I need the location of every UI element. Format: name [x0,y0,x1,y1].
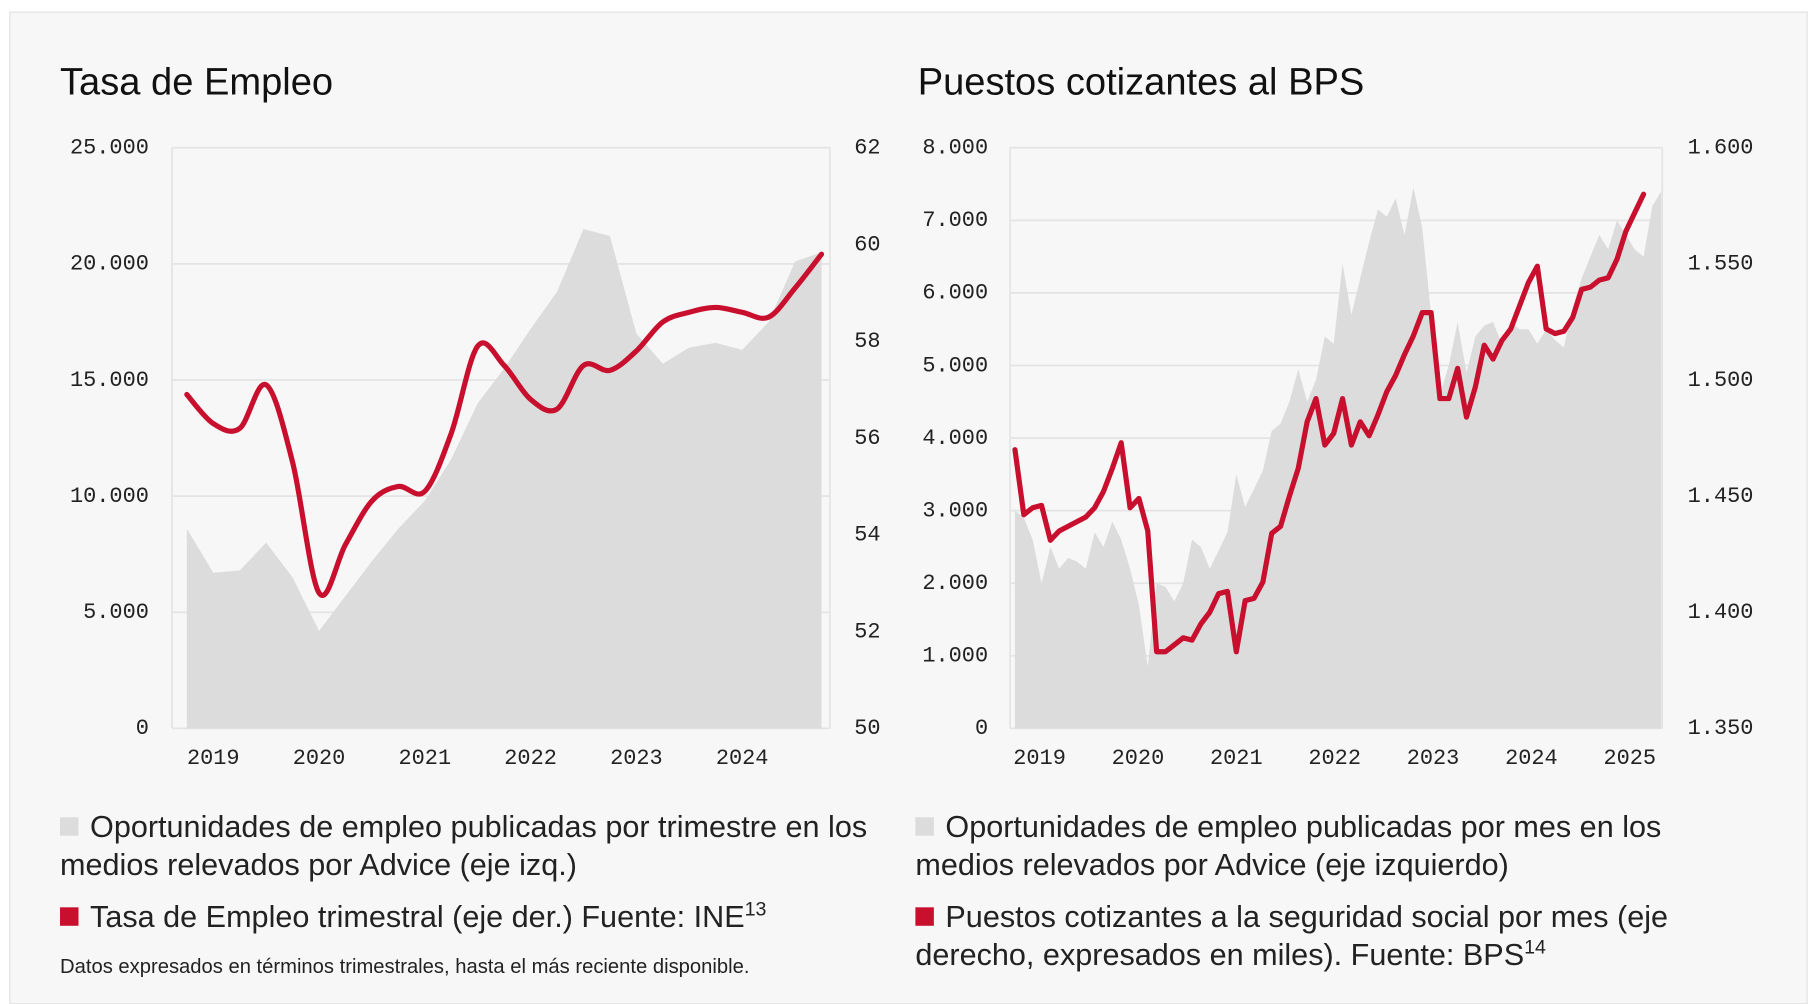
y-tick-label: 0 [136,716,149,741]
legend-item: Tasa de Empleo trimestral (eje der.) Fue… [60,898,868,936]
footnote-ref: 13 [744,898,767,921]
legend-item: Oportunidades de empleo publicadas por t… [60,808,868,884]
y2-tick-label: 1.550 [1688,252,1754,277]
chart-title: Puestos cotizantes al BPS [918,62,1365,104]
y-tick-label: 15.000 [70,368,149,393]
x-tick-label: 2024 [1505,746,1558,771]
legend-swatch [915,817,934,836]
x-tick-label: 2020 [1112,746,1165,771]
y2-tick-label: 1.600 [1688,136,1754,161]
footnote-ref: 14 [1524,936,1546,959]
y2-tick-label: 56 [854,426,880,451]
legend-item: Oportunidades de empleo publicadas por m… [915,808,1691,884]
x-tick-label: 2022 [1308,746,1361,771]
y-tick-label: 5.000 [922,353,988,378]
y-tick-label: 8.000 [922,136,988,161]
x-tick-label: 2019 [1013,746,1066,771]
line [1012,191,1647,655]
y-tick-label: 2.000 [922,571,988,596]
y2-tick-label: 58 [854,329,880,354]
y2-tick-label: 1.500 [1688,368,1754,393]
x-tick-label: 2021 [1210,746,1263,771]
legend-label: Puestos cotizantes a la seguridad social… [915,899,1669,972]
x-tick-label: 2023 [610,746,663,771]
y-tick-label: 0 [975,716,988,741]
y-tick-label: 25.000 [70,136,149,161]
y-tick-label: 5.000 [83,600,149,625]
y-tick-label: 3.000 [922,498,988,523]
legend-label: Tasa de Empleo trimestral (eje der.) Fue… [90,899,745,934]
y-tick-label: 1.000 [922,644,988,669]
legend-swatch [60,907,79,926]
x-tick-label: 2022 [504,746,557,771]
legend-swatch [915,907,934,926]
area [186,229,822,729]
x-tick-label: 2023 [1407,746,1460,771]
line [184,251,825,598]
y2-tick-label: 52 [854,619,880,644]
y-tick-label: 6.000 [922,281,988,306]
x-tick-label: 2025 [1603,746,1656,771]
x-tick-label: 2021 [399,746,452,771]
y2-tick-label: 62 [854,136,880,161]
y-tick-label: 7.000 [922,208,988,233]
y2-tick-label: 60 [854,232,880,257]
chart-title: Tasa de Empleo [60,62,333,104]
x-tick-label: 2019 [187,746,240,771]
x-tick-label: 2020 [293,746,346,771]
legend: Oportunidades de empleo publicadas por t… [60,808,868,986]
y-tick-label: 10.000 [70,484,149,509]
y2-tick-label: 50 [854,716,880,741]
legend-item: Puestos cotizantes a la seguridad social… [915,898,1691,974]
y-tick-label: 4.000 [922,426,988,451]
y2-tick-label: 1.400 [1688,600,1754,625]
y2-tick-label: 1.350 [1688,716,1754,741]
area [1014,187,1662,729]
y-tick-label: 20.000 [70,252,149,277]
y2-tick-label: 1.450 [1688,484,1754,509]
legend: Oportunidades de empleo publicadas por m… [915,808,1691,988]
x-tick-label: 2024 [716,746,769,771]
y2-tick-label: 54 [854,523,880,548]
legend-swatch [60,817,79,836]
legend-label: Oportunidades de empleo publicadas por m… [915,809,1662,882]
legend-label: Oportunidades de empleo publicadas por t… [60,809,868,882]
note: Datos expresados en términos trimestrale… [60,954,750,978]
